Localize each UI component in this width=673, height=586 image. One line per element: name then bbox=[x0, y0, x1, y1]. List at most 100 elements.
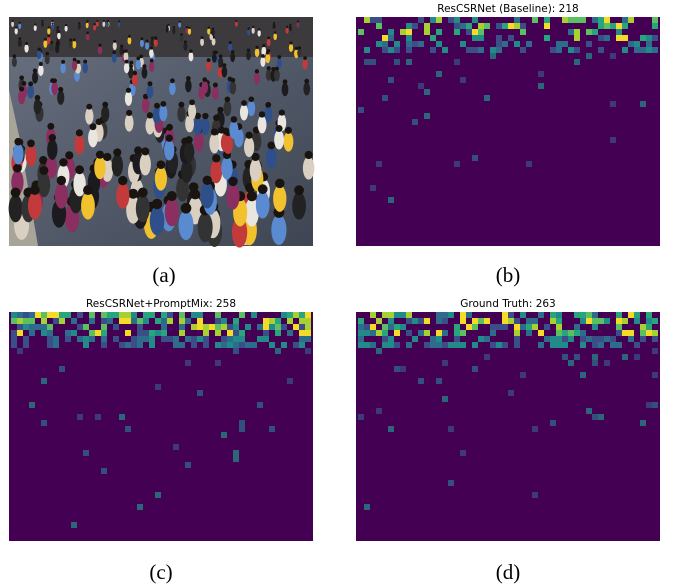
density-cell bbox=[652, 47, 658, 53]
density-cell bbox=[179, 330, 185, 336]
density-cell bbox=[538, 330, 544, 336]
head bbox=[255, 46, 258, 49]
density-cell bbox=[41, 378, 47, 384]
person bbox=[212, 86, 219, 100]
head bbox=[255, 69, 259, 73]
head bbox=[86, 21, 88, 23]
density-cell bbox=[592, 354, 598, 360]
density-cell bbox=[592, 360, 598, 366]
head bbox=[186, 26, 188, 28]
density-cell bbox=[382, 95, 388, 101]
density-cell bbox=[17, 348, 23, 354]
density-cell bbox=[185, 336, 191, 342]
head bbox=[266, 51, 269, 54]
density-cell bbox=[574, 35, 580, 41]
density-cell bbox=[514, 342, 520, 348]
head bbox=[35, 95, 41, 101]
density-cell bbox=[634, 354, 640, 360]
person bbox=[177, 106, 185, 122]
density-cell bbox=[191, 336, 197, 342]
density-cell bbox=[77, 324, 83, 330]
head bbox=[211, 128, 218, 135]
density-cell bbox=[544, 23, 550, 29]
person bbox=[26, 145, 37, 166]
density-cell bbox=[400, 366, 406, 372]
density-cell bbox=[508, 390, 514, 396]
head bbox=[141, 37, 144, 40]
density-cell bbox=[628, 312, 634, 318]
person bbox=[136, 59, 141, 69]
head bbox=[41, 20, 43, 22]
density-cell bbox=[376, 318, 382, 324]
person bbox=[235, 21, 238, 27]
density-cell bbox=[436, 312, 442, 318]
density-cell bbox=[526, 318, 532, 324]
person bbox=[165, 198, 179, 226]
density-cell bbox=[370, 312, 376, 318]
density-cell bbox=[394, 366, 400, 372]
head bbox=[203, 176, 212, 185]
person bbox=[273, 33, 277, 40]
map-background bbox=[356, 17, 660, 246]
density-cell bbox=[640, 324, 646, 330]
density-cell bbox=[269, 324, 275, 330]
density-cell bbox=[526, 41, 532, 47]
person bbox=[150, 206, 165, 235]
density-cell bbox=[574, 312, 580, 318]
density-cell bbox=[610, 137, 616, 143]
person bbox=[98, 46, 102, 55]
head bbox=[128, 35, 131, 38]
density-cell bbox=[622, 17, 628, 23]
density-cell bbox=[442, 360, 448, 366]
density-cell bbox=[586, 29, 592, 35]
density-cell bbox=[466, 324, 472, 330]
density-cell bbox=[412, 119, 418, 125]
density-cell bbox=[508, 35, 514, 41]
head bbox=[61, 60, 65, 64]
density-cell bbox=[502, 23, 508, 29]
head bbox=[185, 136, 193, 144]
density-cell bbox=[556, 41, 562, 47]
density-cell bbox=[179, 318, 185, 324]
density-cell bbox=[29, 330, 35, 336]
density-cell bbox=[436, 17, 442, 23]
person bbox=[65, 26, 68, 32]
density-cell bbox=[221, 336, 227, 342]
person bbox=[222, 66, 228, 77]
person bbox=[274, 69, 280, 81]
density-cell bbox=[382, 324, 388, 330]
density-cell bbox=[568, 29, 574, 35]
head bbox=[124, 49, 127, 52]
density-cell bbox=[412, 318, 418, 324]
person bbox=[267, 38, 271, 46]
density-cell bbox=[472, 47, 478, 53]
density-cell bbox=[239, 330, 245, 336]
density-cell bbox=[496, 41, 502, 47]
density-cell bbox=[17, 318, 23, 324]
head bbox=[283, 79, 288, 84]
person bbox=[93, 25, 96, 31]
density-cell bbox=[514, 330, 520, 336]
density-cell bbox=[35, 312, 41, 318]
density-cell bbox=[113, 336, 119, 342]
head bbox=[103, 153, 111, 161]
head bbox=[271, 67, 275, 71]
density-cell bbox=[137, 324, 143, 330]
person bbox=[289, 44, 293, 52]
density-cell bbox=[592, 324, 598, 330]
density-cell bbox=[89, 312, 95, 318]
density-cell bbox=[406, 35, 412, 41]
density-cell bbox=[460, 41, 466, 47]
density-cell bbox=[532, 318, 538, 324]
density-cell bbox=[478, 318, 484, 324]
head bbox=[19, 75, 24, 80]
density-cell bbox=[215, 330, 221, 336]
head bbox=[142, 64, 146, 68]
head bbox=[12, 20, 14, 22]
person bbox=[32, 72, 38, 84]
density-cell bbox=[137, 318, 143, 324]
density-cell bbox=[47, 336, 53, 342]
density-cell bbox=[370, 342, 376, 348]
head bbox=[129, 61, 133, 65]
density-cell bbox=[418, 41, 424, 47]
